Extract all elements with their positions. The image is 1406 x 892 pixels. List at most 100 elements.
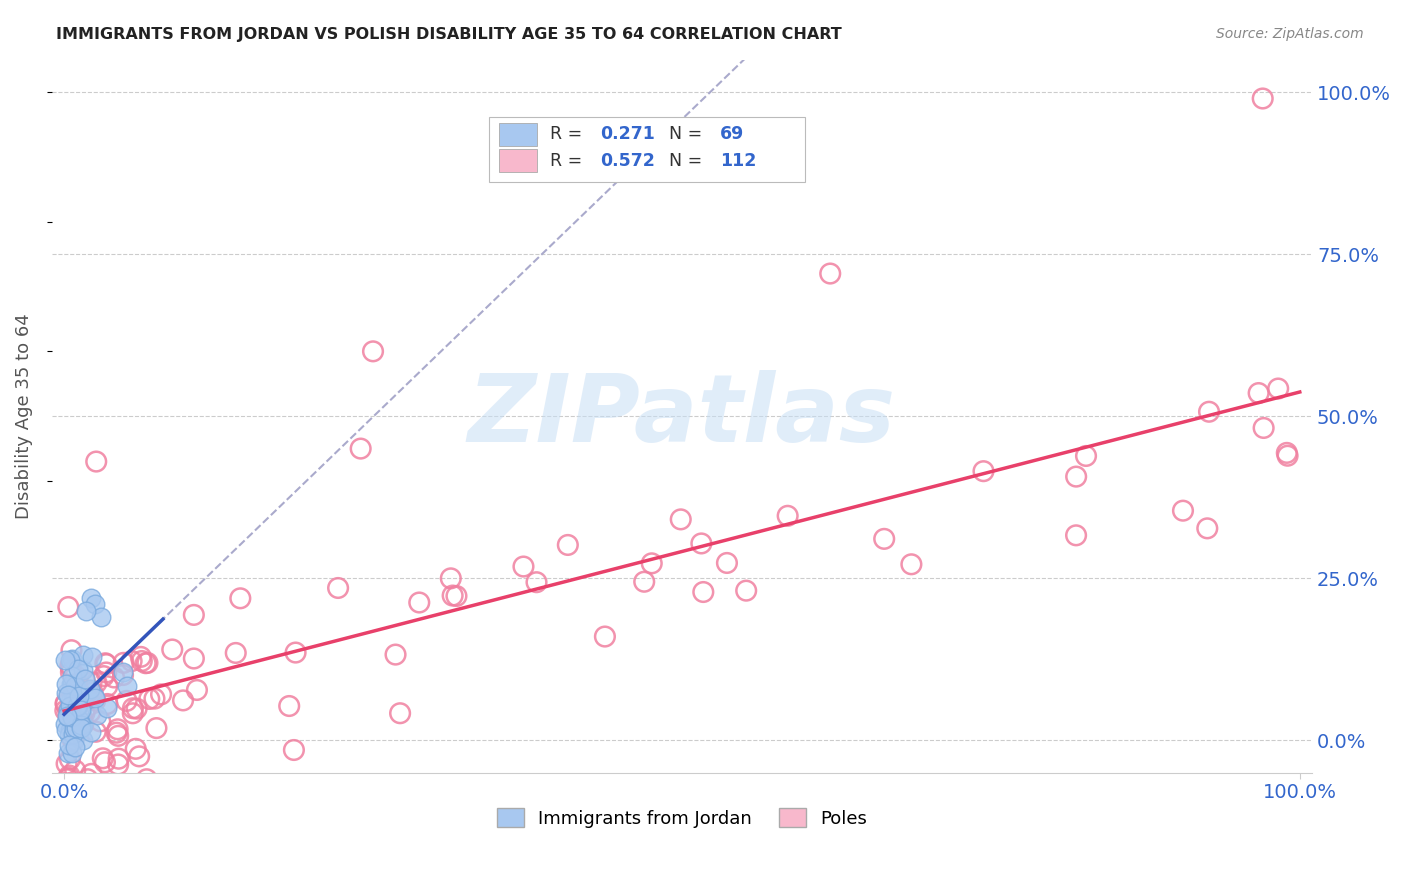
Point: [58, 705, 80, 719]
Point: [84, 724, 107, 739]
Point: [111, 668, 134, 682]
Point: [93, 669, 115, 683]
Point: [67, 713, 90, 727]
Point: [55, 686, 77, 700]
Point: [58, 728, 80, 742]
Point: [58, 688, 80, 702]
Point: [55, 756, 77, 771]
Point: [63, 680, 86, 694]
Point: [1253, 421, 1275, 435]
Point: [58, 600, 80, 615]
Point: [121, 654, 143, 668]
Point: [63, 732, 86, 747]
Point: [72, 648, 94, 662]
Point: [56, 703, 79, 717]
Point: [1247, 386, 1270, 401]
Point: [75, 673, 97, 687]
Point: [59, 703, 82, 717]
Point: [84, 597, 107, 611]
Point: [55, 677, 77, 691]
Point: [67, 686, 90, 700]
Point: [94, 657, 117, 671]
Point: [62, 734, 84, 748]
Text: 112: 112: [720, 152, 756, 169]
Point: [121, 706, 143, 721]
Point: [225, 646, 247, 660]
Point: [162, 642, 184, 657]
FancyBboxPatch shape: [489, 117, 806, 182]
Point: [818, 267, 841, 281]
Point: [557, 538, 579, 552]
Point: [361, 344, 384, 359]
Point: [135, 772, 157, 787]
Point: [129, 649, 152, 664]
Point: [59, 694, 82, 708]
Point: [633, 574, 655, 589]
Point: [59, 658, 82, 673]
Point: [96, 700, 118, 714]
Point: [229, 591, 252, 606]
Point: [58, 709, 80, 723]
Point: [96, 657, 118, 672]
Point: [80, 675, 103, 690]
Point: [89, 714, 111, 729]
Point: [56, 747, 79, 761]
Point: [60, 651, 83, 665]
Point: [79, 682, 101, 697]
Point: [72, 717, 94, 731]
Point: [389, 706, 412, 721]
Point: [60, 710, 83, 724]
Text: 69: 69: [720, 126, 744, 144]
Text: Source: ZipAtlas.com: Source: ZipAtlas.com: [1216, 27, 1364, 41]
Point: [59, 723, 82, 737]
Point: [183, 651, 205, 665]
Point: [690, 536, 713, 550]
Point: [440, 571, 463, 585]
Point: [350, 442, 373, 456]
Point: [115, 694, 138, 708]
Point: [59, 660, 82, 674]
Point: [326, 581, 349, 595]
Point: [96, 679, 118, 693]
Point: [53, 717, 76, 731]
Point: [72, 663, 94, 677]
Point: [111, 665, 134, 679]
Point: [172, 693, 194, 707]
Point: [66, 698, 89, 713]
Point: [1277, 449, 1299, 463]
Legend: Immigrants from Jordan, Poles: Immigrants from Jordan, Poles: [489, 801, 875, 835]
Point: [125, 701, 148, 715]
Point: [62, 688, 84, 702]
Point: [716, 556, 738, 570]
Point: [60, 643, 83, 657]
Point: [1064, 469, 1087, 483]
Point: [446, 589, 468, 603]
Point: [55, 696, 77, 710]
Point: [72, 717, 94, 731]
Point: [56, 704, 79, 718]
Point: [70, 712, 93, 726]
Point: [107, 752, 129, 766]
Point: [135, 657, 157, 671]
Point: [62, 681, 84, 696]
Point: [80, 724, 103, 739]
Point: [512, 559, 534, 574]
Point: [136, 656, 159, 670]
Point: [82, 650, 104, 665]
Point: [441, 589, 464, 603]
Point: [593, 630, 616, 644]
Point: [94, 756, 117, 770]
Text: ZIPatlas: ZIPatlas: [468, 370, 896, 462]
Point: [67, 689, 90, 703]
Point: [138, 692, 160, 706]
Text: IMMIGRANTS FROM JORDAN VS POLISH DISABILITY AGE 35 TO 64 CORRELATION CHART: IMMIGRANTS FROM JORDAN VS POLISH DISABIL…: [56, 27, 842, 42]
Point: [143, 691, 166, 706]
Point: [73, 706, 96, 721]
Point: [63, 716, 86, 731]
Point: [1171, 504, 1194, 518]
Point: [873, 532, 896, 546]
Point: [63, 740, 86, 755]
Point: [59, 665, 82, 680]
Point: [112, 656, 135, 670]
Text: 0.271: 0.271: [600, 126, 655, 144]
